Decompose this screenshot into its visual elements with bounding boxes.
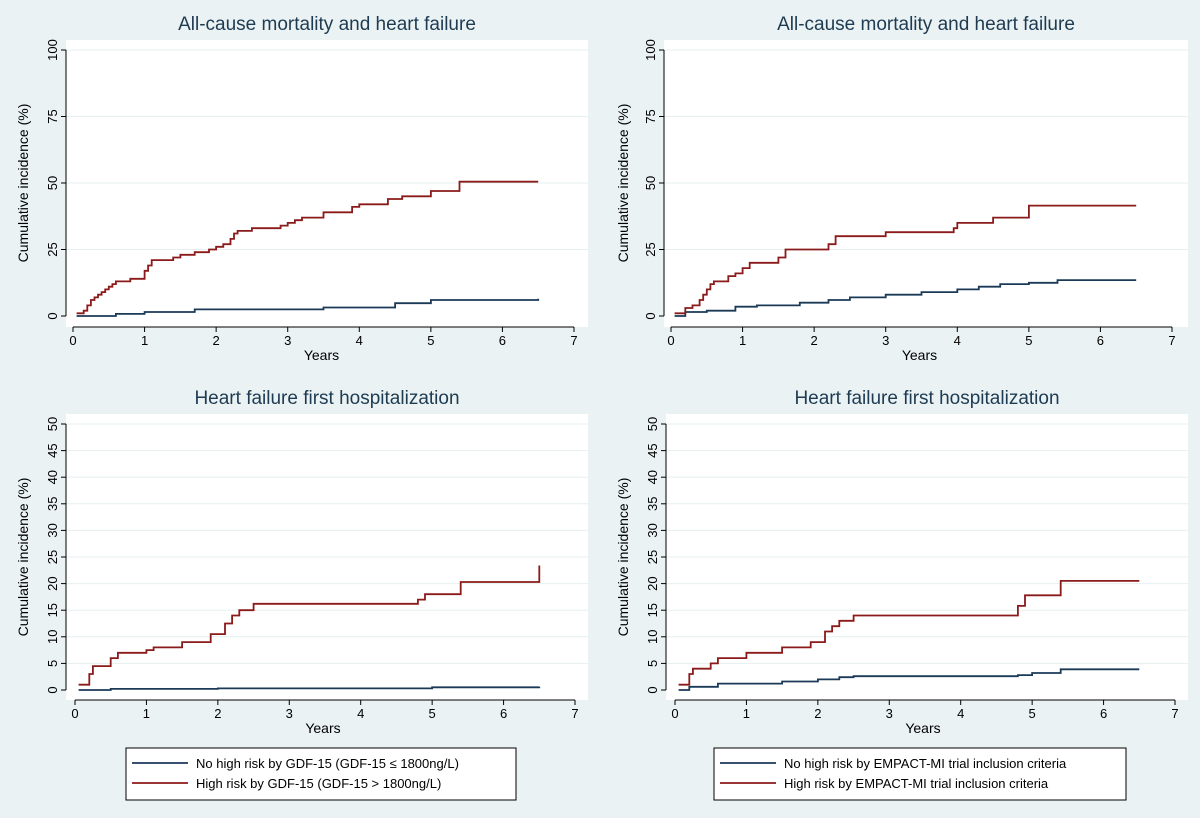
- y-tick-label: 50: [645, 417, 660, 431]
- y-tick-label: 10: [45, 630, 60, 644]
- x-tick-label: 5: [1029, 706, 1036, 721]
- y-tick-label: 20: [45, 576, 60, 590]
- chart-title: Heart failure first hospitalization: [194, 388, 459, 409]
- series-line-high-risk: [76, 180, 539, 315]
- y-tick-label: 35: [45, 497, 60, 511]
- y-tick-label: 30: [45, 523, 60, 537]
- y-tick-label: 0: [645, 686, 660, 693]
- x-tick-label: 1: [141, 333, 148, 348]
- chart-panel-3: Heart failure first hospitalization05101…: [15, 388, 588, 736]
- legend-2: No high risk by EMPACT-MI trial inclusio…: [713, 747, 1127, 801]
- x-tick-label: 5: [427, 333, 434, 348]
- y-axis-label: Cumulative incidence (%): [615, 478, 631, 637]
- x-tick-label: 7: [1171, 706, 1178, 721]
- x-axis-label: Years: [305, 720, 340, 736]
- y-tick-label: 75: [643, 109, 658, 123]
- chart-title: All-cause mortality and heart failure: [178, 14, 476, 35]
- legend-1: No high risk by GDF-15 (GDF-15 ≤ 1800ng/…: [125, 747, 517, 801]
- x-tick-label: 2: [811, 333, 818, 348]
- series-line-high-risk: [674, 204, 1137, 315]
- x-tick-label: 3: [882, 333, 889, 348]
- x-tick-label: 1: [739, 333, 746, 348]
- y-tick-label: 100: [45, 39, 60, 61]
- y-tick-label: 30: [645, 523, 660, 537]
- legend-box: [125, 747, 517, 801]
- x-tick-label: 3: [886, 706, 893, 721]
- x-tick-label: 0: [69, 333, 76, 348]
- chart-panel-1: All-cause mortality and heart failure025…: [15, 14, 588, 363]
- y-tick-label: 0: [643, 312, 658, 319]
- legend-label: High risk by EMPACT-MI trial inclusion c…: [784, 776, 1049, 791]
- legend-box: [713, 747, 1127, 801]
- series-line-high-risk: [678, 580, 1140, 686]
- y-tick-label: 25: [45, 242, 60, 256]
- y-axis-label: Cumulative incidence (%): [15, 104, 31, 263]
- x-axis-label: Years: [902, 347, 937, 363]
- y-tick-label: 20: [645, 576, 660, 590]
- x-tick-label: 7: [1168, 333, 1175, 348]
- chart-panel-4: Heart failure first hospitalization05101…: [615, 388, 1188, 736]
- x-tick-label: 2: [814, 706, 821, 721]
- chart-title: Heart failure first hospitalization: [794, 388, 1059, 409]
- legend-label: No high risk by GDF-15 (GDF-15 ≤ 1800ng/…: [196, 756, 459, 771]
- x-tick-label: 1: [143, 706, 150, 721]
- x-tick-label: 4: [954, 333, 961, 348]
- y-tick-label: 15: [645, 603, 660, 617]
- x-tick-label: 3: [286, 706, 293, 721]
- y-tick-label: 100: [643, 39, 658, 61]
- x-tick-label: 6: [1100, 706, 1107, 721]
- x-tick-label: 0: [71, 706, 78, 721]
- y-tick-label: 10: [645, 630, 660, 644]
- y-tick-label: 75: [45, 109, 60, 123]
- y-axis-label: Cumulative incidence (%): [15, 478, 31, 637]
- y-tick-label: 15: [45, 603, 60, 617]
- x-tick-label: 6: [499, 333, 506, 348]
- y-tick-label: 50: [643, 176, 658, 190]
- y-tick-label: 35: [645, 497, 660, 511]
- x-tick-label: 1: [743, 706, 750, 721]
- series-line-no-high-risk: [674, 279, 1137, 317]
- x-tick-label: 2: [214, 706, 221, 721]
- y-tick-label: 50: [45, 417, 60, 431]
- x-tick-label: 4: [356, 333, 363, 348]
- x-tick-label: 4: [357, 706, 364, 721]
- y-tick-label: 0: [45, 312, 60, 319]
- x-tick-label: 0: [671, 706, 678, 721]
- legend-label: High risk by GDF-15 (GDF-15 > 1800ng/L): [196, 776, 441, 791]
- x-tick-label: 2: [213, 333, 220, 348]
- x-tick-label: 7: [571, 706, 578, 721]
- series-line-no-high-risk: [678, 668, 1140, 691]
- x-tick-label: 6: [1097, 333, 1104, 348]
- x-tick-label: 7: [570, 333, 577, 348]
- chart-panel-2: All-cause mortality and heart failure025…: [615, 14, 1188, 363]
- x-tick-label: 4: [957, 706, 964, 721]
- series-line-no-high-risk: [78, 686, 541, 691]
- legend-label: No high risk by EMPACT-MI trial inclusio…: [784, 756, 1067, 771]
- y-tick-label: 25: [645, 550, 660, 564]
- x-tick-label: 5: [1025, 333, 1032, 348]
- y-tick-label: 0: [45, 686, 60, 693]
- y-tick-label: 40: [645, 470, 660, 484]
- x-tick-label: 6: [500, 706, 507, 721]
- y-tick-label: 45: [45, 443, 60, 457]
- x-axis-label: Years: [905, 720, 940, 736]
- y-tick-label: 25: [643, 242, 658, 256]
- y-axis-label: Cumulative incidence (%): [615, 104, 631, 263]
- x-tick-label: 0: [667, 333, 674, 348]
- x-axis-label: Years: [304, 347, 339, 363]
- y-tick-label: 5: [45, 660, 60, 667]
- x-tick-label: 5: [429, 706, 436, 721]
- y-tick-label: 5: [645, 660, 660, 667]
- chart-title: All-cause mortality and heart failure: [777, 14, 1075, 35]
- series-line-no-high-risk: [76, 298, 540, 317]
- y-tick-label: 50: [45, 176, 60, 190]
- y-tick-label: 45: [645, 443, 660, 457]
- y-tick-label: 25: [45, 550, 60, 564]
- x-tick-label: 3: [284, 333, 291, 348]
- series-line-high-risk: [78, 565, 541, 686]
- y-tick-label: 40: [45, 470, 60, 484]
